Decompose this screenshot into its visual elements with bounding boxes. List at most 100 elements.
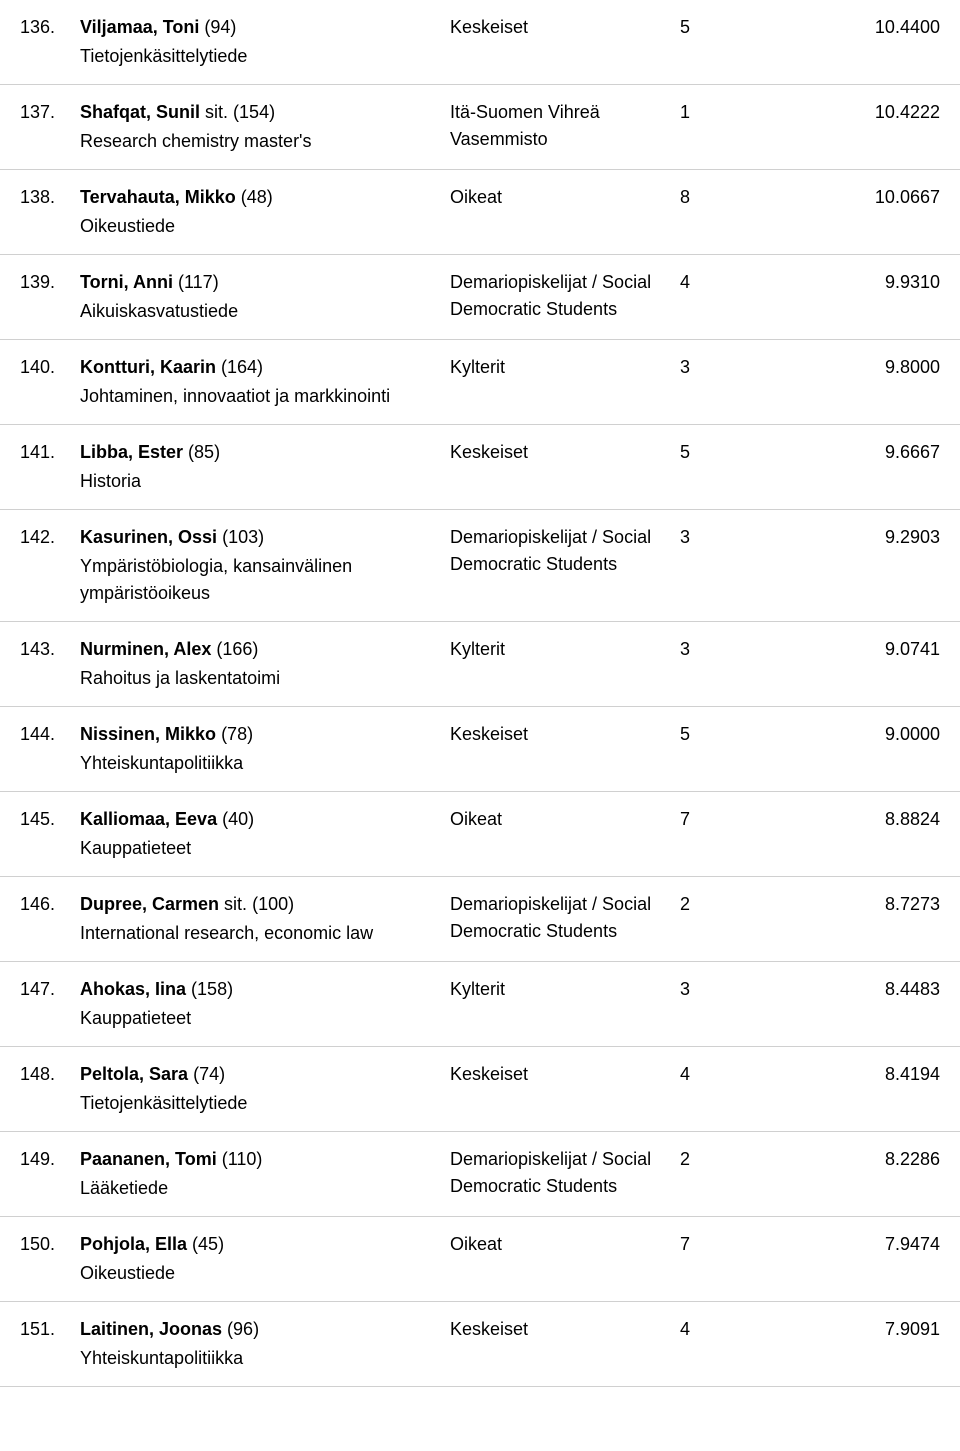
candidate-name: Dupree, Carmen	[80, 894, 219, 914]
candidate-subject: Yhteiskuntapolitiikka	[80, 1345, 430, 1372]
score: 8.4483	[780, 976, 940, 1032]
candidate-line: Kasurinen, Ossi (103)	[80, 524, 430, 551]
score: 10.4222	[780, 99, 940, 155]
candidate-cell: Laitinen, Joonas (96)Yhteiskuntapolitiik…	[80, 1316, 450, 1372]
score: 8.4194	[780, 1061, 940, 1117]
rank: 141.	[20, 439, 80, 495]
candidate-subject: Tietojenkäsittelytiede	[80, 43, 430, 70]
candidate-line: Kontturi, Kaarin (164)	[80, 354, 430, 381]
candidate-number: (100)	[252, 894, 294, 914]
candidate-subject: Oikeustiede	[80, 1260, 430, 1287]
candidate-name: Tervahauta, Mikko	[80, 187, 236, 207]
candidate-subject: Lääketiede	[80, 1175, 430, 1202]
rank: 142.	[20, 524, 80, 607]
count: 3	[680, 354, 780, 410]
candidate-suffix: sit.	[200, 102, 228, 122]
rank: 144.	[20, 721, 80, 777]
result-row: 144.Nissinen, Mikko (78)Yhteiskuntapolit…	[0, 707, 960, 792]
candidate-number: (74)	[193, 1064, 225, 1084]
party: Demariopiskelijat / Social Democratic St…	[450, 269, 680, 325]
candidate-subject: Oikeustiede	[80, 213, 430, 240]
candidate-subject: Kauppatieteet	[80, 1005, 430, 1032]
result-row: 151.Laitinen, Joonas (96)Yhteiskuntapoli…	[0, 1302, 960, 1387]
candidate-number: (166)	[216, 639, 258, 659]
candidate-name: Kalliomaa, Eeva	[80, 809, 217, 829]
party: Oikeat	[450, 1231, 680, 1287]
candidate-cell: Viljamaa, Toni (94)Tietojenkäsittelytied…	[80, 14, 450, 70]
result-row: 136.Viljamaa, Toni (94)Tietojenkäsittely…	[0, 0, 960, 85]
candidate-cell: Nurminen, Alex (166) Rahoitus ja laskenta…	[80, 636, 450, 692]
candidate-line: Nissinen, Mikko (78)	[80, 721, 430, 748]
candidate-subject: Ympäristöbiologia, kansainvälinen ympäri…	[80, 553, 430, 607]
candidate-name: Pohjola, Ella	[80, 1234, 187, 1254]
result-row: 138.Tervahauta, Mikko (48)OikeustiedeOik…	[0, 170, 960, 255]
candidate-line: Torni, Anni (117)	[80, 269, 430, 296]
party: Keskeiset	[450, 439, 680, 495]
result-row: 140.Kontturi, Kaarin (164)Johtaminen, in…	[0, 340, 960, 425]
count: 5	[680, 14, 780, 70]
candidate-name: Shafqat, Sunil	[80, 102, 200, 122]
candidate-line: Laitinen, Joonas (96)	[80, 1316, 430, 1343]
score: 7.9091	[780, 1316, 940, 1372]
candidate-cell: Kalliomaa, Eeva (40)Kauppatieteet	[80, 806, 450, 862]
score: 9.6667	[780, 439, 940, 495]
party: Keskeiset	[450, 1061, 680, 1117]
rank: 140.	[20, 354, 80, 410]
candidate-cell: Pohjola, Ella (45) Oikeustiede	[80, 1231, 450, 1287]
count: 7	[680, 806, 780, 862]
candidate-cell: Dupree, Carmen sit. (100)International r…	[80, 891, 450, 947]
candidate-cell: Paananen, Tomi (110)Lääketiede	[80, 1146, 450, 1202]
count: 2	[680, 891, 780, 947]
result-row: 150.Pohjola, Ella (45)OikeustiedeOikeat7…	[0, 1217, 960, 1302]
candidate-name: Ahokas, Iina	[80, 979, 186, 999]
party: Demariopiskelijat / Social Democratic St…	[450, 1146, 680, 1202]
rank: 150.	[20, 1231, 80, 1287]
rank: 146.	[20, 891, 80, 947]
candidate-cell: Tervahauta, Mikko (48)Oikeustiede	[80, 184, 450, 240]
count: 5	[680, 439, 780, 495]
score: 7.9474	[780, 1231, 940, 1287]
score: 9.8000	[780, 354, 940, 410]
candidate-name: Paananen, Tomi	[80, 1149, 217, 1169]
candidate-line: Paananen, Tomi (110)	[80, 1146, 430, 1173]
score: 8.7273	[780, 891, 940, 947]
score: 9.0000	[780, 721, 940, 777]
score: 8.8824	[780, 806, 940, 862]
candidate-subject: Historia	[80, 468, 430, 495]
result-row: 141.Libba, Ester (85) Historia Keskeiset59…	[0, 425, 960, 510]
party: Kylterit	[450, 354, 680, 410]
candidate-name: Peltola, Sara	[80, 1064, 188, 1084]
candidate-subject: Aikuiskasvatustiede	[80, 298, 430, 325]
candidate-name: Nissinen, Mikko	[80, 724, 216, 744]
count: 3	[680, 524, 780, 607]
candidate-line: Shafqat, Sunil sit. (154)	[80, 99, 430, 126]
result-row: 148.Peltola, Sara (74)Tietojenkäsittelyt…	[0, 1047, 960, 1132]
result-row: 143.Nurminen, Alex (166) Rahoitus ja lask…	[0, 622, 960, 707]
result-row: 149.Paananen, Tomi (110)LääketiedeDemari…	[0, 1132, 960, 1217]
party: Demariopiskelijat / Social Democratic St…	[450, 891, 680, 947]
score: 10.0667	[780, 184, 940, 240]
party: Oikeat	[450, 806, 680, 862]
candidate-cell: Libba, Ester (85) Historia	[80, 439, 450, 495]
candidate-line: Viljamaa, Toni (94)	[80, 14, 430, 41]
candidate-cell: Torni, Anni (117)Aikuiskasvatustiede	[80, 269, 450, 325]
candidate-subject: Yhteiskuntapolitiikka	[80, 750, 430, 777]
candidate-number: (94)	[204, 17, 236, 37]
count: 1	[680, 99, 780, 155]
candidate-number: (158)	[191, 979, 233, 999]
candidate-cell: Shafqat, Sunil sit. (154)Research chemis…	[80, 99, 450, 155]
candidate-number: (85)	[188, 442, 220, 462]
candidate-name: Libba, Ester	[80, 442, 183, 462]
rank: 148.	[20, 1061, 80, 1117]
candidate-number: (45)	[192, 1234, 224, 1254]
rank: 151.	[20, 1316, 80, 1372]
result-row: 139.Torni, Anni (117)Aikuiskasvatustiede…	[0, 255, 960, 340]
candidate-subject: Johtaminen, innovaatiot ja markkinointi	[80, 383, 430, 410]
candidate-line: Peltola, Sara (74)	[80, 1061, 430, 1088]
rank: 143.	[20, 636, 80, 692]
score: 9.9310	[780, 269, 940, 325]
candidate-subject: Rahoitus ja laskentatoimi	[80, 665, 430, 692]
candidate-name: Nurminen, Alex	[80, 639, 211, 659]
result-row: 137.Shafqat, Sunil sit. (154)Research ch…	[0, 85, 960, 170]
count: 7	[680, 1231, 780, 1287]
